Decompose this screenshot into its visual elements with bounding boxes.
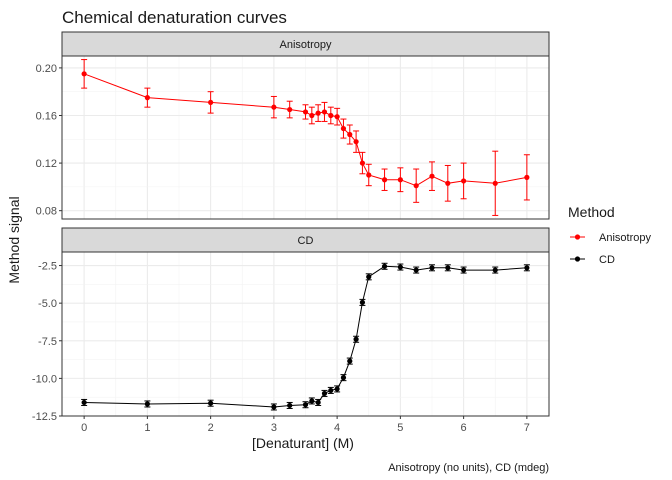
panel-strip-label: Anisotropy (280, 39, 332, 51)
data-point (353, 139, 359, 145)
x-axis-title: [Denaturant] (M) (252, 435, 354, 451)
data-point (445, 180, 451, 186)
data-point (381, 263, 388, 269)
panel-strip-label: CD (298, 235, 314, 247)
y-axis-title: Method signal (6, 196, 22, 283)
series-line-anisotropy (83, 73, 527, 187)
y-tick-label: -7.5 (38, 336, 57, 348)
y-tick-label: -10.0 (32, 373, 57, 385)
legend: Method Anisotropy CD (568, 204, 651, 266)
panel-strip (61, 31, 550, 57)
data-point (492, 180, 498, 186)
data-point (81, 71, 87, 77)
data-point (287, 106, 293, 113)
data-point (359, 160, 366, 166)
y-tick-label: 0.08 (36, 206, 57, 218)
data-point (315, 110, 321, 116)
x-tick-label: 2 (208, 422, 214, 434)
data-point (208, 99, 214, 106)
data-point (309, 112, 315, 119)
data-point (524, 174, 530, 180)
y-tick-label: -12.5 (32, 411, 57, 423)
data-point (461, 267, 467, 273)
data-point (328, 112, 334, 119)
data-point (144, 95, 150, 101)
data-point (287, 402, 293, 409)
data-point (271, 404, 277, 410)
data-point (413, 183, 419, 189)
chart-caption: Anisotropy (no units), CD (mdeg) (388, 462, 549, 474)
data-point (366, 172, 372, 178)
data-point (366, 274, 372, 280)
data-point (524, 265, 530, 271)
x-tick-label: 7 (524, 422, 530, 434)
data-point (144, 401, 150, 407)
legend-key-point (574, 234, 581, 240)
data-point (334, 386, 340, 392)
x-tick-label: 3 (271, 422, 277, 434)
series-line-cd (84, 265, 527, 408)
panel-cd: CD -12.5 -10.0 -7.5 -5.0 -2.5 (32, 227, 550, 423)
data-point (461, 178, 467, 184)
x-tick-label: 4 (334, 422, 340, 434)
data-point (340, 125, 347, 132)
data-point (492, 267, 498, 273)
data-point (381, 177, 388, 183)
legend-label: CD (599, 254, 615, 266)
data-point (413, 267, 419, 273)
legend-title: Method (568, 204, 615, 220)
legend-key-point (574, 256, 581, 262)
chart-title: Chemical denaturation curves (62, 8, 287, 27)
panel-border (61, 251, 550, 417)
data-point (359, 299, 366, 306)
data-point (347, 131, 353, 138)
data-point (445, 265, 451, 271)
data-point (347, 358, 353, 364)
data-point (429, 173, 435, 179)
data-point (328, 387, 334, 394)
data-point (321, 109, 328, 115)
data-point (302, 402, 309, 408)
x-tick-label: 6 (461, 422, 467, 434)
data-point (309, 398, 315, 404)
y-tick-label: 0.16 (36, 110, 57, 122)
data-point (321, 390, 328, 397)
data-point (334, 114, 340, 120)
data-point (315, 399, 321, 406)
data-point (271, 104, 277, 110)
data-point (81, 399, 87, 406)
panel-anisotropy: Anisotropy 0.08 0.12 0.16 0.20 (36, 31, 550, 220)
data-point (397, 264, 403, 270)
x-tick-label: 1 (144, 422, 150, 434)
data-point (429, 265, 435, 271)
y-tick-label: -5.0 (38, 298, 57, 310)
y-tick-label: 0.12 (36, 158, 57, 170)
data-point (353, 336, 359, 342)
x-axis: 0 1 2 3 4 5 6 7 (81, 416, 530, 434)
data-point (340, 375, 347, 381)
data-point (208, 400, 214, 406)
legend-label: Anisotropy (599, 232, 651, 244)
y-tick-label: -2.5 (38, 261, 57, 273)
panel-border (61, 55, 550, 220)
y-tick-label: 0.20 (36, 63, 57, 75)
data-point (397, 177, 403, 183)
x-tick-label: 0 (81, 422, 87, 434)
data-point (302, 109, 309, 115)
x-tick-label: 5 (397, 422, 403, 434)
